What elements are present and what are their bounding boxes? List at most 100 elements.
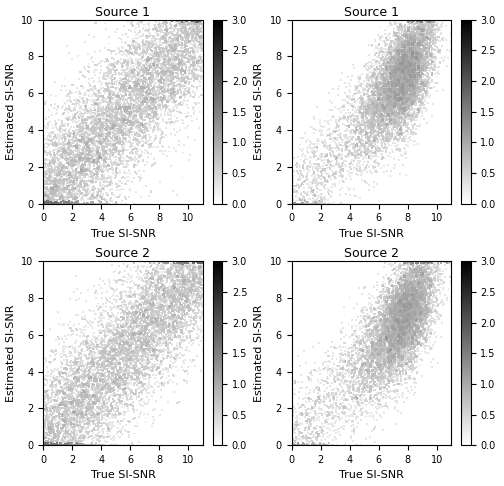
Point	[418, 292, 426, 299]
Point	[132, 340, 140, 347]
Point	[414, 88, 422, 96]
Point	[289, 426, 297, 434]
Point	[60, 178, 68, 186]
Point	[111, 200, 119, 208]
Point	[306, 409, 314, 417]
Point	[72, 382, 80, 390]
Point	[427, 364, 435, 371]
Point	[157, 273, 165, 280]
Point	[139, 134, 147, 141]
Point	[46, 422, 54, 430]
Point	[388, 351, 396, 359]
Point	[43, 184, 51, 191]
Point	[409, 89, 417, 97]
Point	[388, 70, 396, 78]
Point	[397, 317, 405, 325]
Point	[353, 139, 361, 147]
Point	[288, 188, 296, 196]
Point	[379, 319, 387, 327]
Point	[132, 103, 140, 110]
Point	[152, 51, 160, 59]
Point	[133, 363, 141, 370]
Point	[103, 182, 111, 190]
Point	[411, 340, 419, 347]
Point	[404, 27, 412, 35]
Point	[376, 86, 384, 93]
Point	[48, 379, 56, 386]
Point	[371, 136, 379, 144]
Point	[368, 351, 376, 359]
Point	[378, 377, 386, 384]
Point	[358, 380, 366, 387]
Point	[81, 184, 89, 192]
Point	[387, 282, 395, 290]
Point	[162, 365, 170, 373]
Point	[142, 92, 150, 100]
Point	[407, 59, 415, 67]
Point	[56, 168, 64, 176]
Point	[52, 391, 60, 399]
Point	[392, 334, 400, 342]
Point	[65, 128, 73, 136]
Point	[375, 144, 384, 152]
Point	[413, 269, 421, 277]
Point	[369, 82, 377, 89]
Point	[391, 71, 399, 79]
Point	[402, 278, 410, 285]
Point	[171, 258, 179, 265]
Point	[165, 148, 173, 156]
Point	[171, 333, 179, 341]
Point	[367, 338, 375, 346]
Point	[410, 20, 418, 28]
Point	[413, 324, 421, 332]
Point	[128, 87, 136, 95]
Point	[381, 295, 389, 303]
Point	[118, 327, 126, 334]
Point	[102, 133, 110, 141]
Point	[87, 178, 95, 186]
Point	[380, 98, 388, 105]
Point	[416, 281, 424, 289]
Point	[124, 129, 132, 137]
Point	[87, 195, 95, 203]
Point	[396, 48, 404, 55]
Point	[402, 311, 410, 319]
Point	[75, 388, 83, 396]
Point	[196, 41, 204, 49]
Point	[77, 413, 85, 420]
Point	[62, 399, 71, 406]
Point	[403, 375, 411, 383]
Point	[411, 383, 419, 391]
Point	[194, 16, 202, 24]
Point	[405, 299, 413, 307]
Point	[93, 364, 101, 371]
Point	[149, 51, 157, 59]
Point	[84, 380, 92, 388]
Point	[347, 412, 355, 419]
Point	[358, 94, 366, 102]
Point	[374, 341, 382, 349]
Point	[188, 287, 197, 295]
Point	[87, 85, 95, 93]
Point	[389, 342, 397, 350]
Point	[154, 269, 162, 277]
Point	[381, 107, 389, 115]
Point	[54, 178, 62, 186]
Point	[409, 81, 417, 88]
Point	[103, 402, 111, 410]
Point	[399, 61, 407, 69]
Point	[396, 53, 404, 61]
Point	[415, 327, 423, 334]
Point	[310, 190, 319, 197]
Point	[419, 101, 427, 108]
Point	[310, 414, 318, 421]
Point	[128, 125, 136, 133]
Point	[47, 178, 55, 186]
Point	[404, 87, 412, 94]
Point	[113, 159, 121, 167]
Point	[78, 176, 86, 184]
Point	[178, 294, 186, 301]
Point	[55, 177, 64, 185]
Point	[48, 185, 56, 193]
Point	[383, 63, 391, 71]
